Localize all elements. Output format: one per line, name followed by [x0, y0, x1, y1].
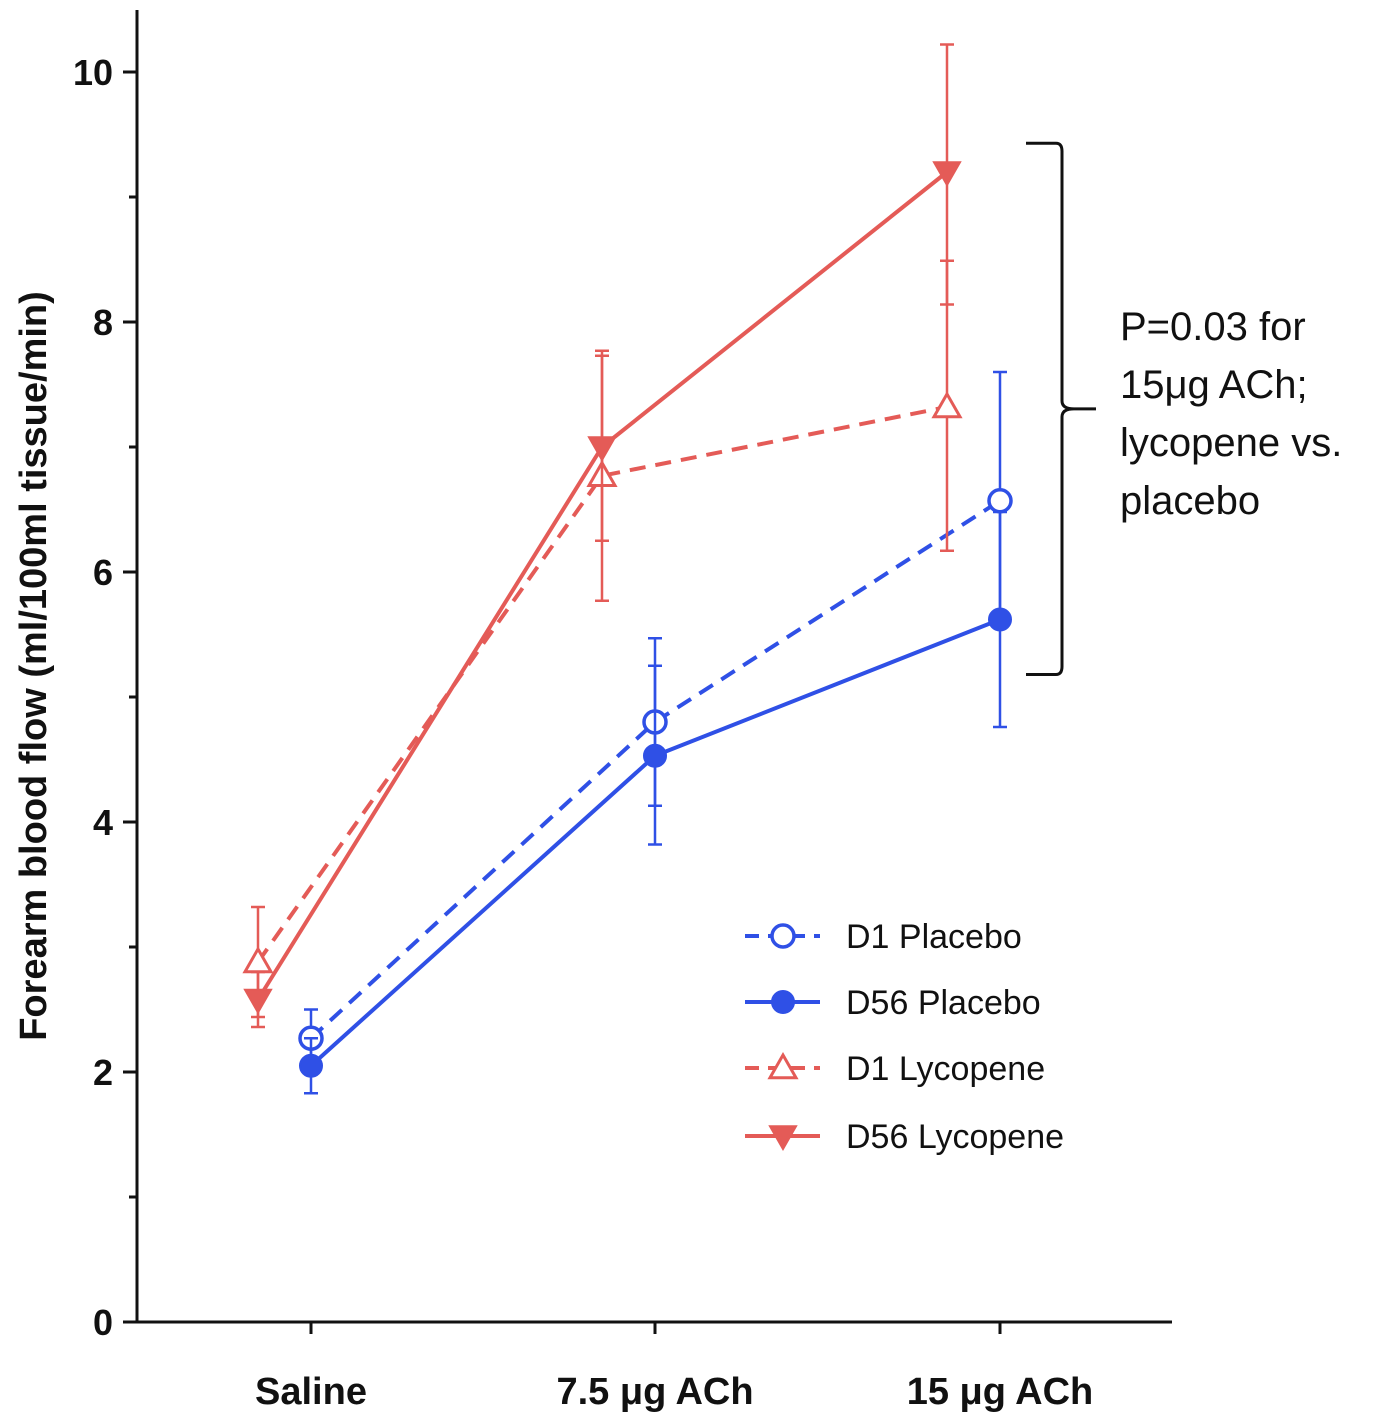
- legend-item: D1 Lycopene: [745, 1050, 1045, 1088]
- series-line: [309, 499, 1002, 1040]
- legend-label: D56 Lycopene: [846, 1118, 1064, 1156]
- series-d56-lycopene: [243, 43, 962, 1029]
- legend-item: D56 Lycopene: [745, 1118, 1064, 1156]
- annotation-line: P=0.03 for: [1120, 305, 1306, 349]
- x-category-label: 15 μg ACh: [907, 1371, 1094, 1413]
- data-point-marker: [243, 988, 273, 1015]
- data-point-marker: [932, 161, 962, 188]
- legend-label: D1 Lycopene: [846, 1050, 1045, 1088]
- y-tick-label: 0: [93, 1302, 113, 1343]
- legend-label: D56 Placebo: [846, 984, 1041, 1022]
- legend: D1 Placebo D56 Placebo D1 Lycopene D56 Lyco…: [745, 918, 1064, 1156]
- data-point-marker: [988, 607, 1012, 632]
- axes: [123, 10, 1172, 1334]
- data-point-marker: [643, 743, 667, 768]
- legend-label: D1 Placebo: [846, 918, 1022, 956]
- y-tick-labels: 0 2 4 6 8 10: [73, 52, 113, 1343]
- y-tick-label: 4: [93, 802, 113, 843]
- data-point-marker: [987, 488, 1013, 514]
- y-tick-label: 2: [93, 1052, 113, 1093]
- legend-item: D56 Placebo: [745, 984, 1041, 1022]
- x-category-labels: Saline 7.5 μg ACh 15 μg ACh: [255, 1371, 1093, 1413]
- data-point-marker: [587, 436, 617, 463]
- series-d56-placebo: [299, 510, 1012, 1095]
- y-tick-label: 8: [93, 302, 113, 343]
- series-layer: [242, 43, 1013, 1095]
- y-tick-label: 10: [73, 52, 113, 93]
- significance-bracket: [1026, 141, 1096, 676]
- data-point-marker: [931, 390, 963, 419]
- data-point-marker: [771, 990, 795, 1014]
- data-point-marker: [299, 1053, 323, 1078]
- annotation-line: lycopene vs.: [1120, 421, 1342, 465]
- annotation: P=0.03 for 15μg ACh; lycopene vs. placebo: [1120, 305, 1342, 523]
- data-point-marker: [770, 923, 796, 949]
- bracket-path: [1026, 141, 1096, 676]
- data-point-marker: [768, 1125, 798, 1152]
- data-point-marker: [767, 1051, 799, 1080]
- legend-item: D1 Placebo: [745, 918, 1022, 956]
- y-tick-label: 6: [93, 552, 113, 593]
- x-category-label: 7.5 μg ACh: [556, 1371, 753, 1413]
- y-axis-label: Forearm blood flow (ml/100ml tissue/min): [13, 291, 55, 1041]
- annotation-line: 15μg ACh;: [1120, 363, 1308, 407]
- x-category-label: Saline: [255, 1371, 367, 1413]
- annotation-line: placebo: [1120, 479, 1260, 523]
